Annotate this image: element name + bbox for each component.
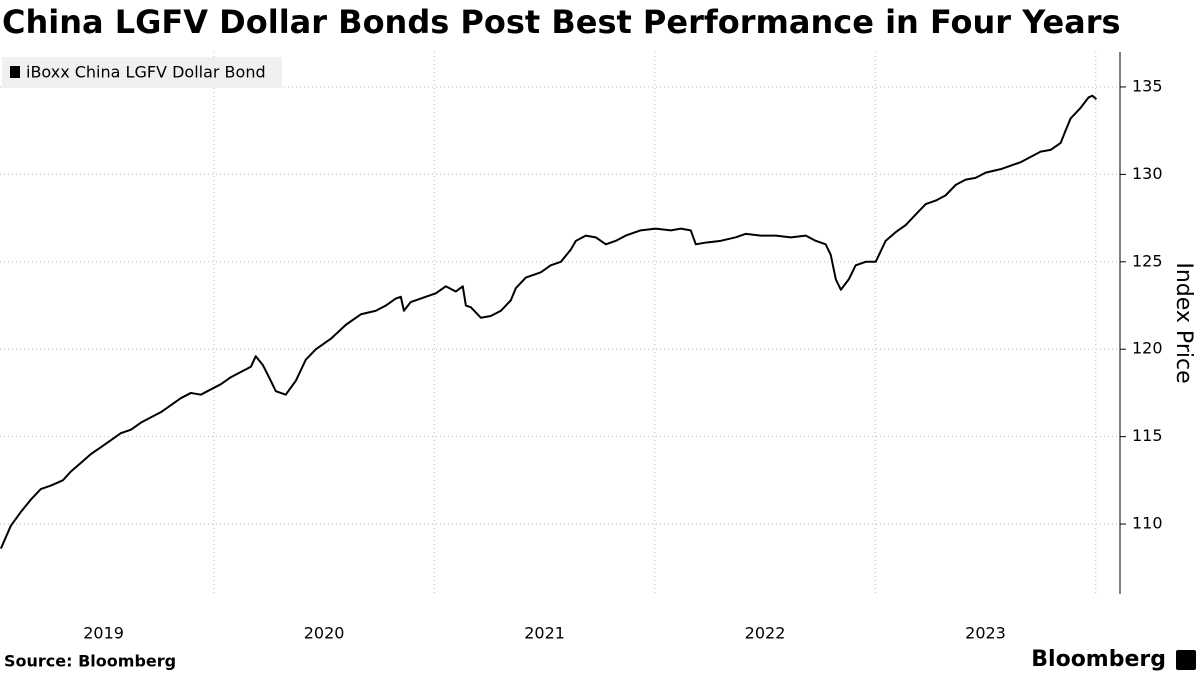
chart-title: China LGFV Dollar Bonds Post Best Perfor… — [2, 3, 1121, 41]
y-tick-label: 130 — [1132, 164, 1163, 183]
brand: Bloomberg — [1031, 647, 1166, 672]
x-tick-label: 2020 — [304, 624, 345, 643]
y-tick-label: 135 — [1132, 76, 1163, 95]
x-tick-label: 2021 — [524, 624, 565, 643]
legend-box — [2, 57, 282, 88]
brand-icon — [1176, 650, 1196, 670]
line — [0, 94, 1098, 549]
y-tick-label: 110 — [1132, 514, 1163, 533]
y-axis-label: Index Price — [1171, 262, 1196, 383]
x-tick-label: 2022 — [745, 624, 786, 643]
legend-swatch — [10, 66, 20, 78]
x-tick-label: 2019 — [83, 624, 124, 643]
legend-label: iBoxx China LGFV Dollar Bond — [26, 63, 266, 82]
y-tick-label: 120 — [1132, 339, 1163, 358]
x-tick-label: 2023 — [965, 624, 1006, 643]
source: Source: Bloomberg — [4, 652, 176, 671]
y-tick-label: 125 — [1132, 251, 1163, 270]
y-tick-label: 115 — [1132, 426, 1163, 445]
